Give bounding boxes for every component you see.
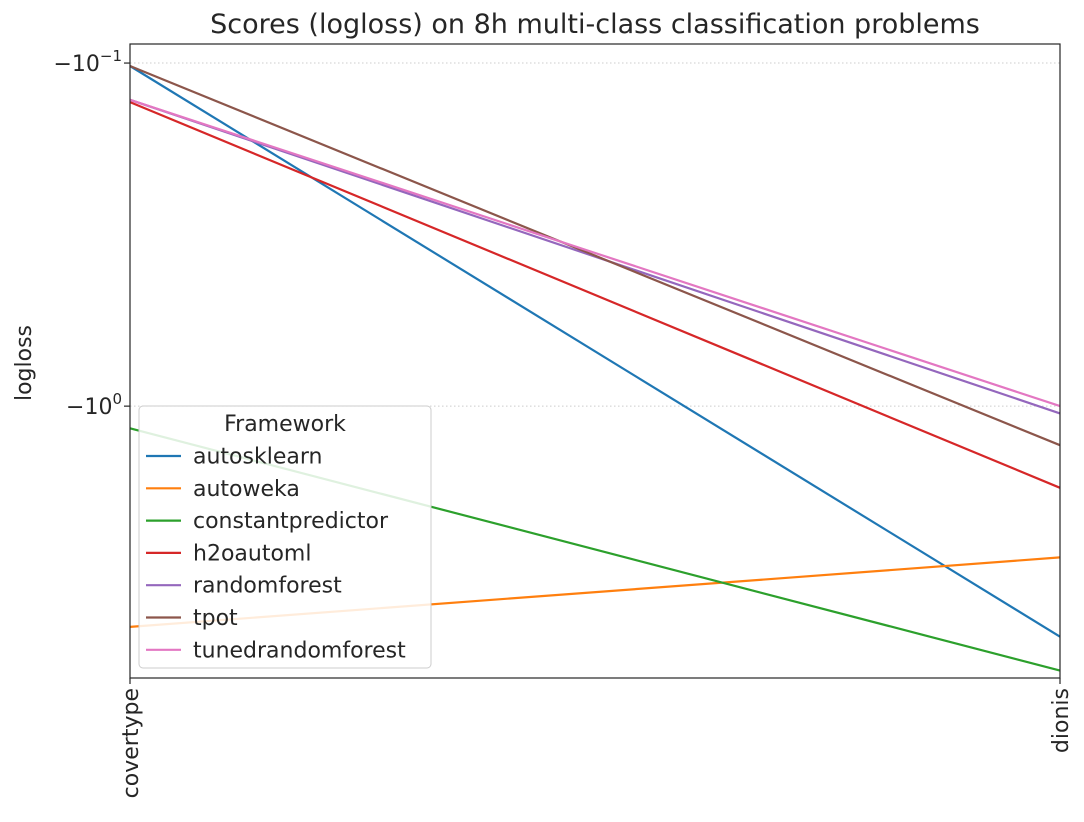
legend-label-tunedrandomforest: tunedrandomforest [193,638,406,663]
legend-label-randomforest: randomforest [193,574,342,599]
y-ticks: −10−1 −100 [53,47,130,420]
legend-box [138,405,432,669]
y-tick-label: −100 [66,390,122,420]
legend: Framework autosklearn autoweka constantpre… [138,405,432,669]
legend-label-autoweka: autoweka [193,477,300,502]
legend-label-autosklearn: autosklearn [193,445,322,470]
plot-frame [129,43,1061,679]
series-line-tunedrandomforest [129,98,1061,408]
series-lines [129,64,1061,672]
grid-lines [130,62,1060,407]
legend-label-h2oautoml: h2oautoml [193,541,311,566]
legend-entries: autosklearn autoweka constantpredictor h2oa… [146,445,406,663]
series-line-tpot [129,64,1061,447]
series-line-autosklearn [129,65,1061,638]
legend-label-constantpredictor: constantpredictor [193,509,389,534]
legend-title: Framework [224,412,346,437]
chart-title: Scores (logloss) on 8h multi-class class… [210,9,980,40]
y-axis-label: logloss [12,325,37,401]
series-line-h2oautoml [129,101,1061,489]
x-tick-label: dionis [1049,688,1074,753]
x-tick-label: covertype [119,688,144,798]
y-tick-label: −10−1 [53,47,122,77]
x-ticks: covertype dionis [119,678,1074,798]
legend-label-tpot: tpot [193,606,238,631]
